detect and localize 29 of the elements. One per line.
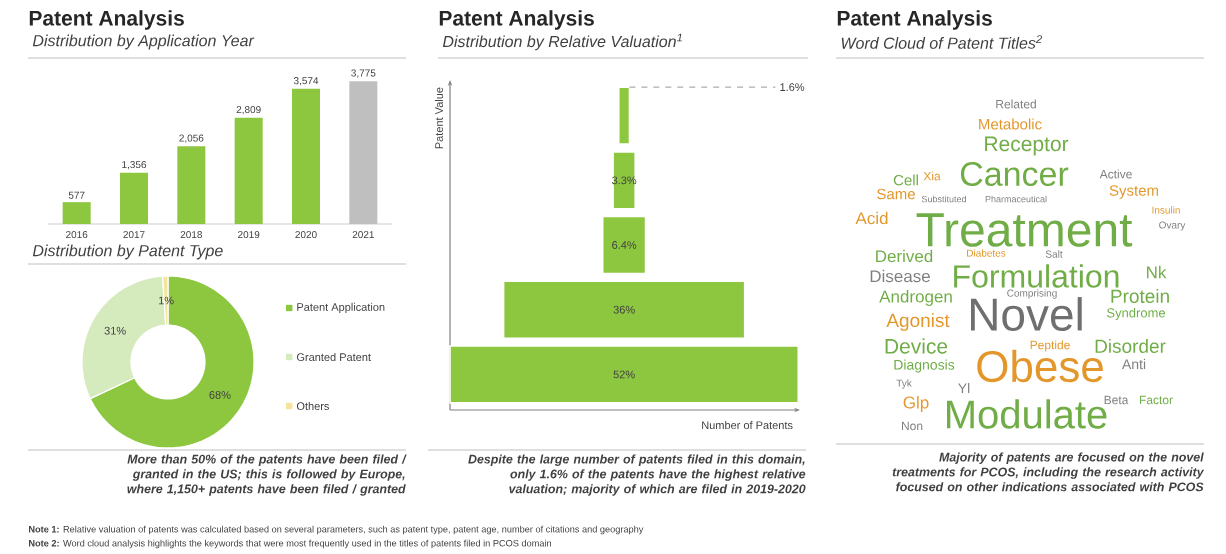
text: Distribution by Relative Valuation$^{1}$ <box>442 33 682 51</box>
category-label: Agonist <box>886 313 950 331</box>
bar <box>234 117 263 224</box>
category-label: Cancer <box>960 161 1069 187</box>
bar <box>292 88 320 224</box>
chart-title: Patent Analysis <box>29 10 184 30</box>
category-label: Disorder <box>1095 339 1166 353</box>
text: Patent Analysis <box>439 10 594 30</box>
bar <box>177 146 206 224</box>
category-label: Disease <box>870 269 930 283</box>
category-label: Formulation <box>954 264 1119 288</box>
category-label: Protein <box>1111 289 1169 303</box>
category-label: Novel <box>970 297 1082 331</box>
category-label: Obese <box>977 349 1103 383</box>
bar <box>62 202 91 224</box>
category-label: Glp <box>903 396 929 412</box>
category-label: Derived <box>876 249 933 263</box>
bar <box>120 172 148 224</box>
category-label: Modulate <box>947 399 1107 429</box>
chart-subtitle: Distribution by Patent Type <box>32 244 223 260</box>
category-label: Treatment <box>916 213 1133 247</box>
text: Patent Analysis <box>837 10 992 30</box>
category-label: Nk <box>1147 265 1167 279</box>
category-label: Receptor <box>985 136 1069 156</box>
category-label: Acid <box>855 211 888 225</box>
text: Word Cloud of Patent Titles$^{2}$ <box>841 35 1042 49</box>
category-label: Device <box>885 338 948 354</box>
category-label: Androgen <box>879 290 952 306</box>
chart-subtitle: Distribution by Application Year <box>32 34 255 50</box>
